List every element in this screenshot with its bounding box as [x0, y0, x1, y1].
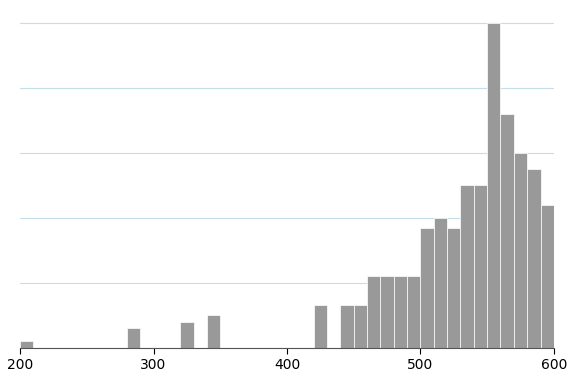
- Bar: [381, 276, 394, 348]
- Bar: [340, 305, 354, 348]
- Bar: [407, 276, 420, 348]
- Bar: [460, 185, 474, 348]
- Bar: [434, 218, 447, 348]
- Bar: [354, 305, 367, 348]
- Bar: [367, 276, 381, 348]
- Bar: [420, 227, 434, 348]
- Bar: [180, 322, 193, 348]
- Bar: [501, 114, 514, 348]
- Bar: [541, 205, 554, 348]
- Bar: [207, 315, 220, 348]
- Bar: [527, 169, 541, 348]
- Bar: [127, 328, 140, 348]
- Bar: [394, 276, 407, 348]
- Bar: [20, 341, 33, 348]
- Bar: [447, 227, 460, 348]
- Bar: [514, 153, 527, 348]
- Bar: [474, 185, 487, 348]
- Bar: [313, 305, 327, 348]
- Bar: [554, 237, 567, 348]
- Bar: [487, 23, 501, 348]
